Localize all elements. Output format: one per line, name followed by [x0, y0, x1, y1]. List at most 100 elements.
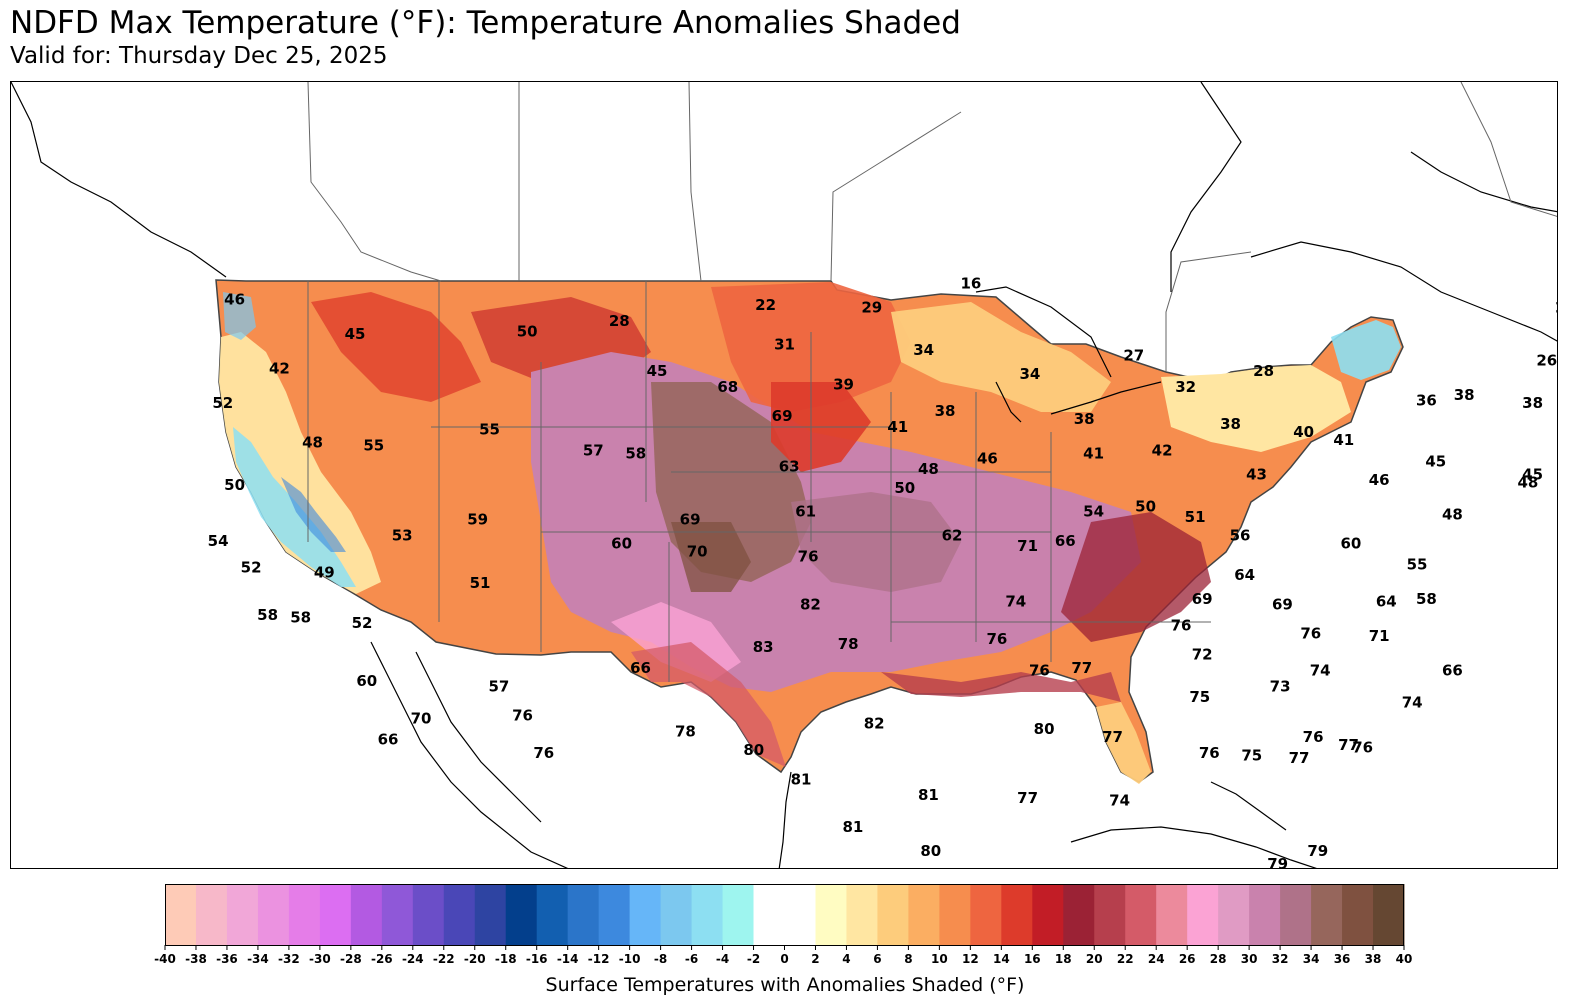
temperature-value-label: 81	[842, 818, 863, 836]
colorbar-tick-label: 26	[1179, 952, 1196, 966]
colorbar-tick-label: -14	[557, 952, 579, 966]
temperature-value-label: 66	[1442, 662, 1463, 680]
colorbar-tick-label: -34	[247, 952, 269, 966]
temperature-value-label: 80	[1034, 720, 1055, 738]
colorbar-tick-label: 30	[1241, 952, 1258, 966]
temperature-value-label: 45	[345, 325, 366, 343]
colorbar-swatch	[288, 884, 321, 945]
temperature-value-label: 76	[1199, 744, 1220, 762]
temperature-value-label: 83	[753, 638, 774, 656]
temperature-value-label: 51	[470, 574, 491, 592]
temperature-value-label: 70	[687, 542, 708, 560]
colorbar-tick-label: 32	[1272, 952, 1289, 966]
colorbar-swatch	[939, 884, 971, 945]
temperature-value-label: 56	[1230, 526, 1251, 544]
temperature-value-label: 82	[800, 595, 821, 613]
colorbar-tick-label: 6	[873, 952, 881, 966]
temperature-value-label: 64	[1234, 566, 1255, 584]
temperature-value-label: 36	[1416, 391, 1437, 409]
map-title: NDFD Max Temperature (°F): Temperature A…	[10, 5, 961, 41]
temperature-value-label: 77	[1071, 659, 1092, 677]
colorbar-swatch	[784, 884, 816, 945]
temperature-value-label: 48	[1517, 473, 1538, 491]
temperature-value-label: 50	[517, 322, 538, 340]
temperature-value-label: 66	[1055, 532, 1076, 550]
temperature-value-label: 77	[1289, 749, 1310, 767]
colorbar-swatch	[319, 884, 352, 945]
temperature-value-label: 80	[743, 741, 764, 759]
colorbar-tick-label: -22	[433, 952, 455, 966]
temperature-value-label: 22	[1555, 299, 1558, 317]
colorbar-swatch	[226, 884, 259, 945]
colorbar-swatch	[165, 884, 197, 945]
colorbar-tick-label: 14	[993, 952, 1010, 966]
colorbar-swatch	[567, 884, 600, 945]
colorbar: -40 -38 -36 -34 -32 -30 -28 -26 -24 -22 -20 -18 -16-…	[154, 884, 1412, 966]
temperature-value-label: 46	[977, 450, 998, 468]
temperature-value-label: 40	[1293, 423, 1314, 441]
temperature-value-label: 48	[302, 434, 323, 452]
colorbar-swatch	[598, 884, 631, 945]
temperature-value-label: 62	[942, 526, 963, 544]
temperature-value-label: 74	[1402, 693, 1423, 711]
temperature-value-label: 61	[795, 503, 816, 521]
colorbar-swatch	[1187, 884, 1219, 945]
temperature-value-label: 43	[1246, 466, 1267, 484]
colorbar-tick-label: 34	[1303, 952, 1320, 966]
temperature-value-label: 54	[1083, 503, 1104, 521]
colorbar-swatch	[877, 884, 909, 945]
temperature-value-label: 78	[838, 635, 859, 653]
colorbar-tick-label: 22	[1117, 952, 1134, 966]
temperature-value-label: 81	[918, 786, 939, 804]
borders	[307, 82, 1557, 682]
temperature-value-label: 55	[479, 420, 500, 438]
colorbar-caption: Surface Temperatures with Anomalies Shad…	[545, 974, 1025, 996]
colorbar-tick-label: 40	[1396, 952, 1413, 966]
temperature-value-label: 38	[1220, 415, 1241, 433]
temperature-value-label: 34	[1019, 365, 1040, 383]
temperature-value-label: 70	[411, 709, 432, 727]
colorbar-swatch	[257, 884, 290, 945]
colorbar-swatch	[722, 884, 755, 945]
temperature-value-label: 41	[1333, 431, 1354, 449]
colorbar-tick-label: 4	[842, 952, 850, 966]
temperature-value-label: 38	[935, 402, 956, 420]
temperature-value-label: 79	[1307, 842, 1328, 860]
temperature-value-label: 58	[1416, 590, 1437, 608]
temperature-value-label: 52	[212, 394, 233, 412]
colorbar-tick-label: 38	[1365, 952, 1382, 966]
colorbar-tick-label: -20	[464, 952, 486, 966]
temperature-value-label: 29	[861, 299, 882, 317]
coastlines	[11, 82, 1557, 868]
temperature-value-label: 48	[1442, 505, 1463, 523]
colorbar-swatch	[536, 884, 569, 945]
temperature-value-label: 74	[1310, 662, 1331, 680]
temperature-value-label: 75	[1241, 746, 1262, 764]
colorbar-swatch	[1094, 884, 1126, 945]
temperature-value-label: 71	[1017, 537, 1038, 555]
colorbar-swatch	[970, 884, 1002, 945]
temperature-value-label: 55	[1407, 556, 1428, 574]
temperature-value-label: 32	[1175, 378, 1196, 396]
temperature-value-label: 51	[1185, 508, 1206, 526]
colorbar-swatch	[1063, 884, 1095, 945]
temperature-value-label: 46	[224, 291, 245, 309]
temperature-value-label: 60	[356, 672, 377, 690]
temperature-value-label: 49	[314, 564, 335, 582]
colorbar-ticks: -40 -38 -36 -34 -32 -30 -28 -26 -24 -22 -20 -18 -16-…	[154, 945, 1412, 966]
temperature-value-label: 38	[1074, 410, 1095, 428]
colorbar-swatch	[753, 884, 785, 945]
temperature-value-label: 72	[1192, 646, 1213, 664]
colorbar-swatch	[1125, 884, 1157, 945]
temperature-value-label: 76	[512, 707, 533, 725]
colorbar-swatch	[350, 884, 383, 945]
temperature-value-label: 82	[864, 715, 885, 733]
temperature-value-label: 76	[1171, 617, 1192, 635]
colorbar-tick-label: -36	[216, 952, 238, 966]
temperature-value-label: 22	[755, 296, 776, 314]
colorbar-swatch	[908, 884, 940, 945]
colorbar-tick-label: -32	[278, 952, 300, 966]
colorbar-swatch	[412, 884, 445, 945]
